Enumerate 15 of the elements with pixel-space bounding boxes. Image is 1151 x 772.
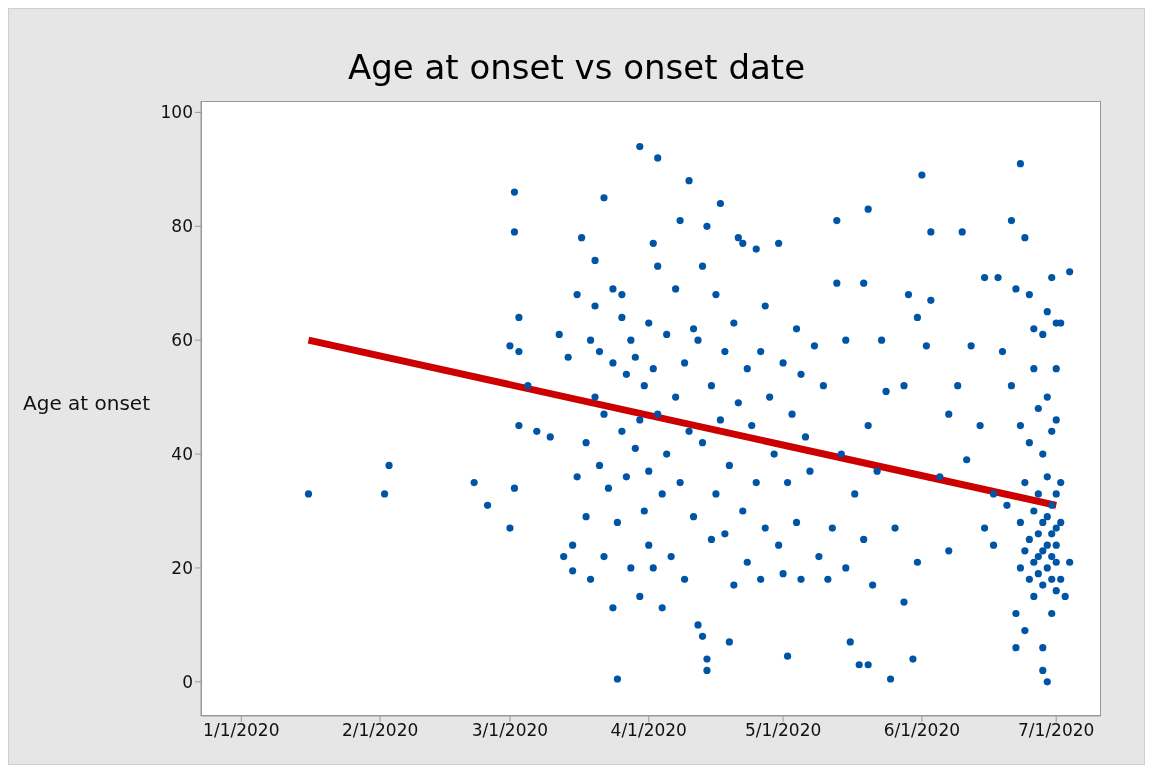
y-axis-title: Age at onset bbox=[23, 391, 150, 415]
x-tick-label: 3/1/2020 bbox=[471, 720, 549, 741]
x-tick-label: 1/1/2020 bbox=[203, 720, 280, 741]
y-tick-label: 0 bbox=[182, 671, 193, 692]
x-tick-label: 4/1/2020 bbox=[610, 720, 687, 741]
y-tick-label: 20 bbox=[171, 557, 193, 578]
x-tick-label: 6/1/2020 bbox=[883, 720, 961, 741]
y-tick-label: 100 bbox=[160, 102, 193, 123]
y-tick-label: 80 bbox=[171, 216, 193, 237]
x-tick-label: 7/1/2020 bbox=[1018, 720, 1095, 741]
y-tick-label: 60 bbox=[171, 330, 193, 351]
chart-title: Age at onset vs onset date bbox=[346, 47, 807, 87]
x-tick-label: 5/1/2020 bbox=[744, 720, 822, 741]
y-tick-label: 40 bbox=[171, 444, 193, 465]
x-tick-label: 2/1/2020 bbox=[341, 720, 419, 741]
